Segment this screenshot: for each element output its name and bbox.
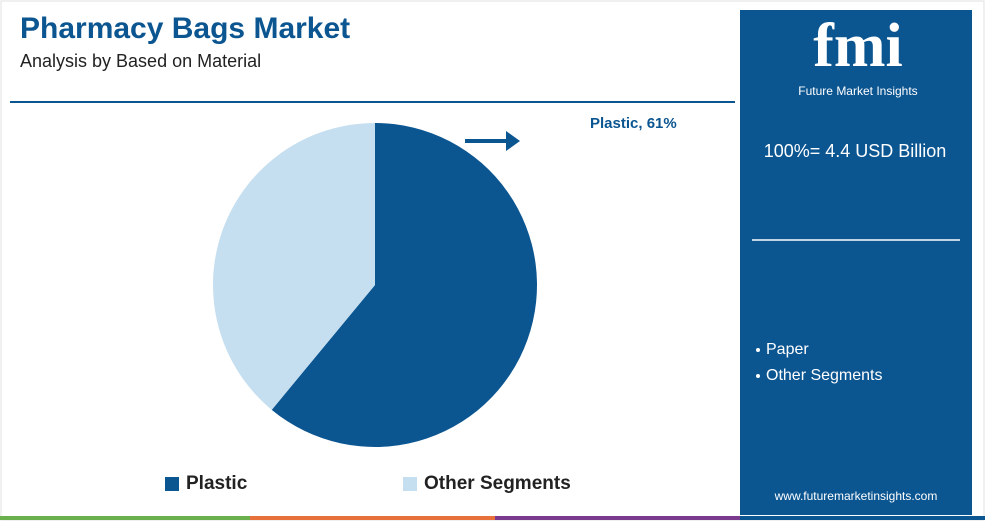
brand: Future Market Insights xyxy=(798,84,917,98)
legend-label: Other Segments xyxy=(424,473,571,494)
list-item: Other Segments xyxy=(766,367,883,384)
legend-label: Plastic xyxy=(186,473,248,494)
strip xyxy=(250,516,495,520)
legend: Plastic Other Segments xyxy=(165,473,571,494)
chart-subtitle: Analysis by Based on Material xyxy=(20,51,261,71)
strip xyxy=(0,516,250,520)
total: 100%= 4.4 USD Billion xyxy=(764,141,947,161)
bullet xyxy=(756,374,760,378)
pie xyxy=(213,123,537,447)
logo: fmi xyxy=(813,12,903,80)
pie-slice xyxy=(271,123,537,447)
bullet xyxy=(756,348,760,352)
list-item: Paper xyxy=(766,341,809,358)
legend-swatch xyxy=(403,477,417,491)
side-panel xyxy=(740,10,972,515)
chart-title: Pharmacy Bags Market xyxy=(20,12,350,45)
url: www.futuremarketinsights.com xyxy=(774,489,938,503)
strip xyxy=(740,516,985,520)
annotation: Plastic, 61% xyxy=(590,115,677,132)
pie-slice xyxy=(213,123,375,410)
arrow-head xyxy=(506,131,520,151)
strip xyxy=(495,516,740,520)
legend-swatch xyxy=(165,477,179,491)
